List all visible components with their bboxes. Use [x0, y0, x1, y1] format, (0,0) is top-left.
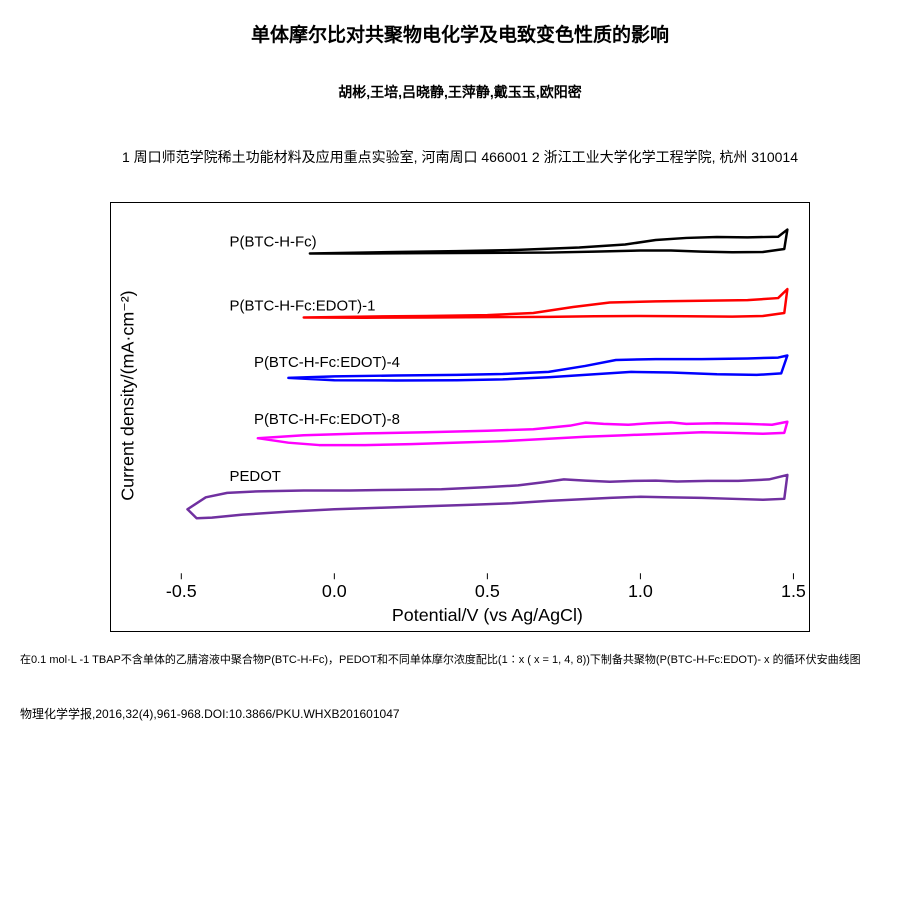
svg-text:1.5: 1.5 [781, 581, 806, 601]
svg-text:0.5: 0.5 [475, 581, 500, 601]
svg-text:P(BTC-H-Fc): P(BTC-H-Fc) [230, 233, 317, 250]
cv-chart: -0.5 0.0 0.5 1.0 1.5 Potential/V (vs Ag/AgCl)… [110, 202, 810, 632]
svg-text:P(BTC-H-Fc:EDOT)-1: P(BTC-H-Fc:EDOT)-1 [230, 297, 376, 314]
figure-caption: 在0.1 mol·L -1 TBAP不含单体的乙腈溶液中聚合物P(BTC-H-F… [20, 652, 900, 670]
svg-text:Potential/V (vs Ag/AgCl): Potential/V (vs Ag/AgCl) [392, 605, 583, 625]
svg-text:P(BTC-H-Fc:EDOT)-8: P(BTC-H-Fc:EDOT)-8 [254, 411, 400, 428]
svg-text:1.0: 1.0 [628, 581, 653, 601]
svg-text:P(BTC-H-Fc:EDOT)-4: P(BTC-H-Fc:EDOT)-4 [254, 354, 400, 371]
chart-svg: -0.5 0.0 0.5 1.0 1.5 Potential/V (vs Ag/AgCl)… [111, 203, 809, 631]
svg-text:PEDOT: PEDOT [230, 468, 281, 485]
page-title: 单体摩尔比对共聚物电化学及电致变色性质的影响 [10, 20, 910, 47]
citation: 物理化学学报,2016,32(4),961-968.DOI:10.3866/PK… [20, 705, 900, 722]
svg-text:Current density/(mA·cm⁻²): Current density/(mA·cm⁻²) [118, 290, 138, 500]
svg-text:0.0: 0.0 [322, 581, 347, 601]
affiliations: 1 周口师范学院稀土功能材料及应用重点实验室, 河南周口 466001 2 浙江… [10, 147, 910, 167]
svg-text:-0.5: -0.5 [166, 581, 197, 601]
authors: 胡彬,王培,吕晓静,王萍静,戴玉玉,欧阳密 [10, 82, 910, 102]
